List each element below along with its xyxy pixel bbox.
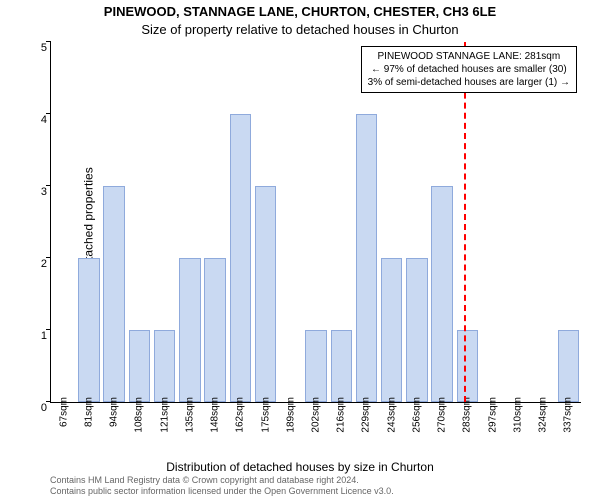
- x-tick-label: 94sqm: [109, 397, 120, 427]
- y-tick-mark: [46, 185, 51, 186]
- y-tick-label: 4: [21, 114, 47, 126]
- legend-line-2: ← 97% of detached houses are smaller (30…: [368, 63, 570, 76]
- y-tick-label: 5: [21, 42, 47, 54]
- x-tick-label: 243sqm: [386, 397, 397, 433]
- legend-box: PINEWOOD STANNAGE LANE: 281sqm← 97% of d…: [361, 46, 577, 93]
- x-tick-label: 108sqm: [134, 397, 145, 433]
- bar: [255, 186, 276, 402]
- legend-line-1: PINEWOOD STANNAGE LANE: 281sqm: [368, 50, 570, 63]
- footer-line-1: Contains HM Land Registry data © Crown c…: [50, 475, 590, 486]
- bar: [204, 258, 225, 402]
- x-tick-label: 216sqm: [336, 397, 347, 433]
- x-tick-label: 135sqm: [184, 397, 195, 433]
- y-tick-mark: [46, 401, 51, 402]
- bar: [431, 186, 452, 402]
- bar: [457, 330, 478, 402]
- y-tick-mark: [46, 113, 51, 114]
- bar: [381, 258, 402, 402]
- x-tick-label: 148sqm: [210, 397, 221, 433]
- bar: [331, 330, 352, 402]
- bar: [179, 258, 200, 402]
- chart-container: PINEWOOD, STANNAGE LANE, CHURTON, CHESTE…: [0, 0, 600, 500]
- x-axis-label: Distribution of detached houses by size …: [0, 460, 600, 474]
- y-tick-label: 1: [21, 330, 47, 342]
- plot-area: 01234567sqm81sqm94sqm108sqm121sqm135sqm1…: [50, 42, 581, 403]
- x-tick-label: 324sqm: [538, 397, 549, 433]
- chart-title: PINEWOOD, STANNAGE LANE, CHURTON, CHESTE…: [0, 4, 600, 19]
- x-tick-label: 283sqm: [462, 397, 473, 433]
- legend-line-3: 3% of semi-detached houses are larger (1…: [368, 76, 570, 89]
- y-tick-label: 2: [21, 258, 47, 270]
- footer-attribution: Contains HM Land Registry data © Crown c…: [50, 475, 590, 497]
- x-tick-label: 270sqm: [437, 397, 448, 433]
- y-tick-mark: [46, 257, 51, 258]
- bar: [129, 330, 150, 402]
- bar: [356, 114, 377, 402]
- chart-subtitle: Size of property relative to detached ho…: [0, 22, 600, 37]
- x-tick-label: 189sqm: [285, 397, 296, 433]
- x-tick-label: 310sqm: [512, 397, 523, 433]
- y-tick-mark: [46, 41, 51, 42]
- bar: [78, 258, 99, 402]
- x-tick-label: 202sqm: [311, 397, 322, 433]
- y-tick-label: 0: [21, 402, 47, 414]
- x-tick-label: 297sqm: [487, 397, 498, 433]
- bar: [103, 186, 124, 402]
- bar: [230, 114, 251, 402]
- bar: [305, 330, 326, 402]
- x-tick-label: 81sqm: [83, 397, 94, 427]
- x-tick-label: 175sqm: [260, 397, 271, 433]
- bar: [558, 330, 579, 402]
- bar: [154, 330, 175, 402]
- y-tick-mark: [46, 329, 51, 330]
- x-tick-label: 162sqm: [235, 397, 246, 433]
- x-tick-label: 256sqm: [411, 397, 422, 433]
- y-tick-label: 3: [21, 186, 47, 198]
- footer-line-2: Contains public sector information licen…: [50, 486, 590, 497]
- x-tick-label: 229sqm: [361, 397, 372, 433]
- x-tick-label: 121sqm: [159, 397, 170, 433]
- marker-line: [464, 42, 466, 402]
- bar: [406, 258, 427, 402]
- x-tick-label: 67sqm: [58, 397, 69, 427]
- x-tick-label: 337sqm: [563, 397, 574, 433]
